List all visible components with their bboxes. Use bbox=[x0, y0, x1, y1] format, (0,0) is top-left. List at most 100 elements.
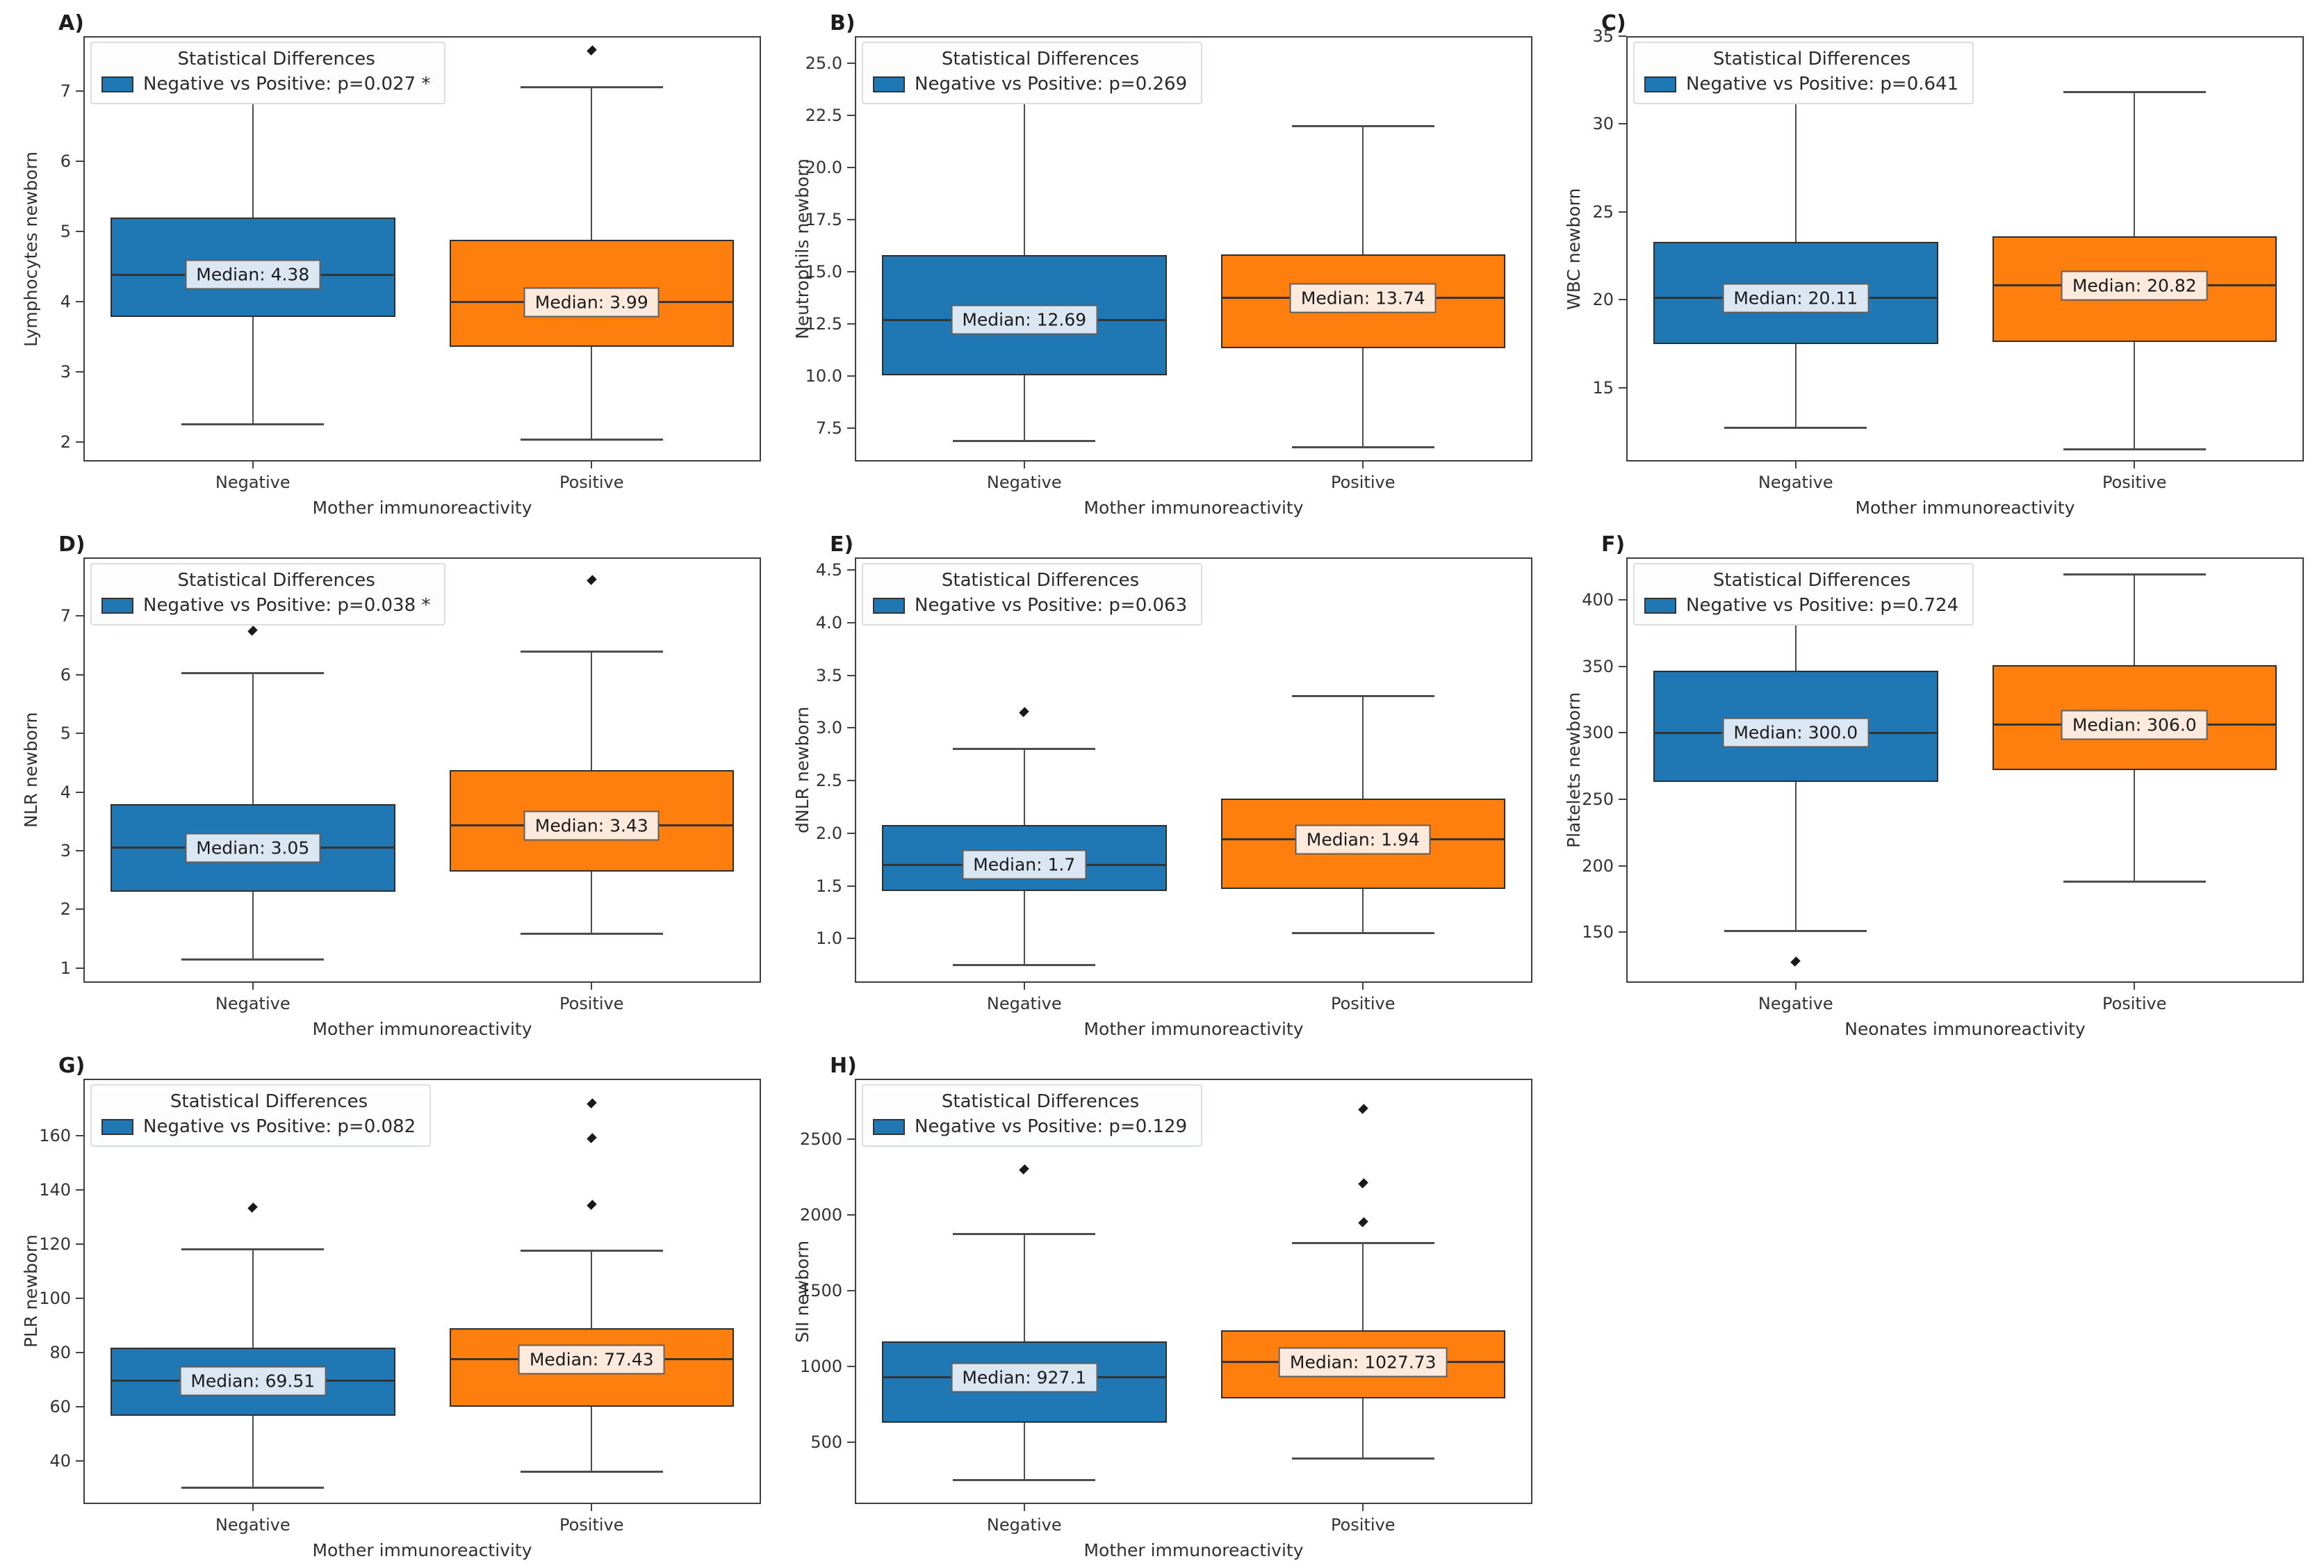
panel-letter: E) bbox=[830, 532, 854, 557]
y-tick-mark bbox=[76, 733, 83, 735]
x-tick-mark bbox=[2134, 983, 2136, 990]
y-tick-mark bbox=[76, 791, 83, 793]
y-tick-mark bbox=[847, 115, 855, 116]
x-tick-mark bbox=[1362, 1504, 1364, 1511]
x-tick-mark bbox=[1362, 983, 1364, 990]
whisker-cap-low bbox=[953, 963, 1096, 966]
legend: Statistical Differences Negative vs Posi… bbox=[862, 563, 1203, 626]
median-value-label: Median: 13.74 bbox=[1289, 283, 1437, 313]
y-tick-mark bbox=[76, 1243, 83, 1245]
y-tick-label: 2.0 bbox=[815, 823, 842, 843]
boxplot-panel: D) NLR newborn Statistical Differences N… bbox=[14, 527, 773, 1043]
y-tick-label: 2500 bbox=[799, 1129, 842, 1150]
panel-letter: D) bbox=[58, 532, 85, 557]
x-tick-mark bbox=[1023, 1504, 1025, 1511]
y-tick-mark bbox=[76, 441, 83, 443]
panel-letter: C) bbox=[1601, 11, 1626, 35]
boxplot-panel: G) PLR newborn Statistical Differences N… bbox=[14, 1048, 773, 1564]
panel-letter: H) bbox=[830, 1054, 857, 1078]
x-tick-mark bbox=[591, 1504, 593, 1511]
median-value-label: Median: 1.7 bbox=[962, 849, 1087, 880]
legend: Statistical Differences Negative vs Posi… bbox=[1633, 42, 1974, 104]
x-tick-label: Negative bbox=[1758, 994, 1833, 1013]
axes-frame bbox=[83, 1079, 761, 1504]
y-tick-mark bbox=[847, 271, 855, 272]
y-tick-label: 15 bbox=[1592, 377, 1614, 398]
y-tick-mark bbox=[76, 1351, 83, 1353]
y-tick-mark bbox=[847, 1441, 855, 1443]
x-axis-label: Mother immunoreactivity bbox=[312, 498, 532, 518]
y-tick-label: 80 bbox=[49, 1342, 71, 1362]
whisker-cap-low bbox=[1291, 1457, 1434, 1460]
y-tick-mark bbox=[847, 674, 855, 676]
y-axis-label: Neutrophils newborn bbox=[792, 158, 812, 339]
y-tick-label: 1 bbox=[60, 958, 71, 978]
whisker-cap-high bbox=[181, 671, 325, 674]
legend-entry: Negative vs Positive: p=0.724 bbox=[1644, 595, 1958, 616]
x-tick-mark bbox=[591, 983, 593, 990]
y-tick-label: 1000 bbox=[799, 1356, 842, 1376]
y-tick-label: 17.5 bbox=[805, 210, 842, 229]
x-tick-label: Positive bbox=[559, 473, 624, 492]
x-tick-label: Negative bbox=[215, 473, 290, 492]
legend-entry: Negative vs Positive: p=0.082 bbox=[101, 1116, 416, 1137]
y-tick-label: 350 bbox=[1582, 656, 1614, 676]
y-tick-label: 5 bbox=[60, 221, 71, 241]
legend-color-swatch bbox=[101, 597, 133, 614]
y-tick-label: 7 bbox=[60, 81, 71, 101]
y-tick-mark bbox=[1619, 386, 1626, 389]
median-value-label: Median: 69.51 bbox=[179, 1366, 327, 1396]
x-tick-mark bbox=[1794, 462, 1797, 468]
boxplot-panel: C) WBC newborn Statistical Differences N… bbox=[1557, 6, 2316, 521]
y-tick-mark bbox=[1619, 732, 1626, 734]
y-tick-label: 40 bbox=[49, 1451, 71, 1471]
legend: Statistical Differences Negative vs Posi… bbox=[1633, 563, 1974, 626]
y-tick-mark bbox=[76, 850, 83, 852]
y-tick-mark bbox=[847, 1289, 855, 1291]
y-tick-mark bbox=[847, 621, 855, 623]
x-tick-label: Positive bbox=[1330, 473, 1396, 492]
y-tick-mark bbox=[76, 615, 83, 617]
whisker-cap-low bbox=[520, 933, 663, 936]
panel-letter: A) bbox=[58, 11, 84, 35]
x-tick-label: Positive bbox=[559, 994, 624, 1013]
legend-pvalue-text: Negative vs Positive: p=0.129 bbox=[915, 1116, 1188, 1137]
y-axis-label: Platelets newborn bbox=[1564, 692, 1584, 849]
y-tick-label: 15.0 bbox=[805, 262, 842, 281]
legend-color-swatch bbox=[1644, 597, 1676, 614]
x-tick-mark bbox=[2134, 462, 2136, 468]
legend-title: Statistical Differences bbox=[177, 49, 375, 70]
x-tick-mark bbox=[1023, 462, 1025, 468]
median-value-label: Median: 300.0 bbox=[1722, 717, 1869, 748]
y-tick-label: 20.0 bbox=[805, 158, 842, 177]
y-tick-mark bbox=[847, 569, 855, 571]
y-tick-label: 2.5 bbox=[815, 771, 842, 791]
legend-title: Statistical Differences bbox=[941, 1091, 1140, 1112]
x-tick-label: Positive bbox=[2102, 473, 2167, 492]
y-tick-label: 3 bbox=[60, 361, 71, 382]
y-tick-label: 4.0 bbox=[815, 612, 842, 632]
x-tick-label: Positive bbox=[1330, 1515, 1396, 1535]
legend: Statistical Differences Negative vs Posi… bbox=[862, 1084, 1203, 1147]
y-tick-label: 150 bbox=[1582, 922, 1614, 942]
legend-entry: Negative vs Positive: p=0.027 * bbox=[101, 74, 430, 95]
y-tick-label: 30 bbox=[1592, 114, 1614, 134]
y-tick-label: 25.0 bbox=[805, 54, 842, 73]
whisker-cap-high bbox=[520, 86, 663, 89]
whisker-cap-low bbox=[953, 439, 1096, 442]
y-tick-mark bbox=[1619, 865, 1626, 867]
legend-pvalue-text: Negative vs Positive: p=0.063 bbox=[915, 595, 1188, 616]
plot-area: Statistical Differences Negative vs Posi… bbox=[1592, 26, 2304, 492]
y-tick-mark bbox=[847, 427, 855, 429]
median-value-label: Median: 3.99 bbox=[523, 287, 660, 318]
legend-color-swatch bbox=[101, 1118, 133, 1135]
x-axis-label: Mother immunoreactivity bbox=[1855, 498, 2075, 518]
y-tick-label: 160 bbox=[39, 1125, 71, 1145]
legend-color-swatch bbox=[873, 76, 905, 92]
x-tick-label: Negative bbox=[1758, 473, 1833, 492]
y-tick-mark bbox=[847, 375, 855, 377]
y-tick-label: 250 bbox=[1582, 790, 1614, 810]
x-axis-label: Mother immunoreactivity bbox=[1083, 1019, 1304, 1039]
panel-letter: B) bbox=[830, 11, 856, 35]
legend-title: Statistical Differences bbox=[177, 570, 375, 591]
